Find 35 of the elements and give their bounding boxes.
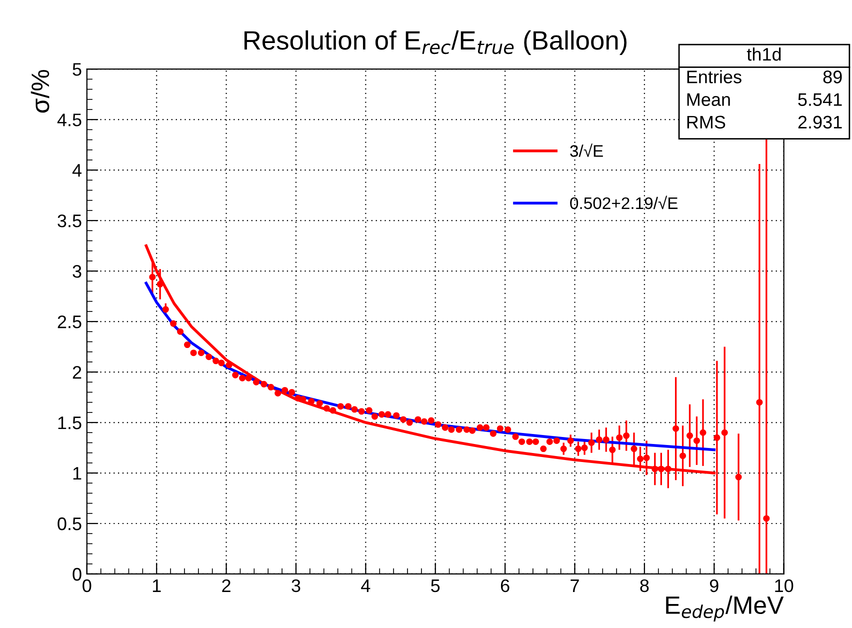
text: 5.541	[798, 93, 842, 106]
text: th1d	[746, 47, 781, 61]
y-tick-label: 4.5	[57, 114, 82, 126]
line-series	[144, 282, 716, 452]
x-tick-label: 3	[292, 579, 300, 592]
x-tick-label: 2	[222, 579, 230, 592]
y-tick-label: 0	[72, 568, 82, 581]
x-tick-label: 4	[361, 580, 370, 592]
x-tick-label: 10	[775, 579, 794, 592]
y-axis-title: σ/%	[30, 70, 50, 113]
x-tick-label: 6	[500, 579, 510, 592]
x-tick-label: 5	[431, 580, 440, 592]
x-tick-label: 1	[152, 580, 161, 592]
y-tick-label: 5	[72, 63, 82, 76]
annotation: Mean	[687, 93, 730, 106]
y-tick-label: 0.5	[58, 517, 82, 530]
annotation: Entries	[687, 70, 742, 84]
chart-title: Resolution of E$_{rec}$/E$_{true}$ (Balloon)	[244, 30, 627, 55]
legend-label: 3/√E	[570, 144, 603, 157]
y-tick-label: 3.5	[58, 214, 82, 228]
y-tick-label: 1	[73, 467, 82, 480]
text: 2.931	[798, 116, 842, 129]
y-tick-label: 2.5	[58, 315, 82, 328]
y-tick-label: 1.5	[58, 416, 82, 430]
text: 89	[823, 70, 842, 84]
y-tick-label: 3	[72, 264, 82, 278]
x-axis-title: E$_{edep}$/MeV	[666, 596, 784, 622]
x-tick-label: 8	[640, 579, 649, 592]
annotation: RMS	[687, 116, 726, 129]
y-tick-label: 4	[72, 164, 82, 177]
x-tick-label: 7	[570, 580, 579, 592]
x-tick-label: 0	[82, 579, 92, 592]
x-tick-label: 9	[710, 579, 718, 592]
y-tick-label: 2	[72, 366, 82, 379]
legend-label: 0.502+2.19/√E	[570, 196, 678, 210]
